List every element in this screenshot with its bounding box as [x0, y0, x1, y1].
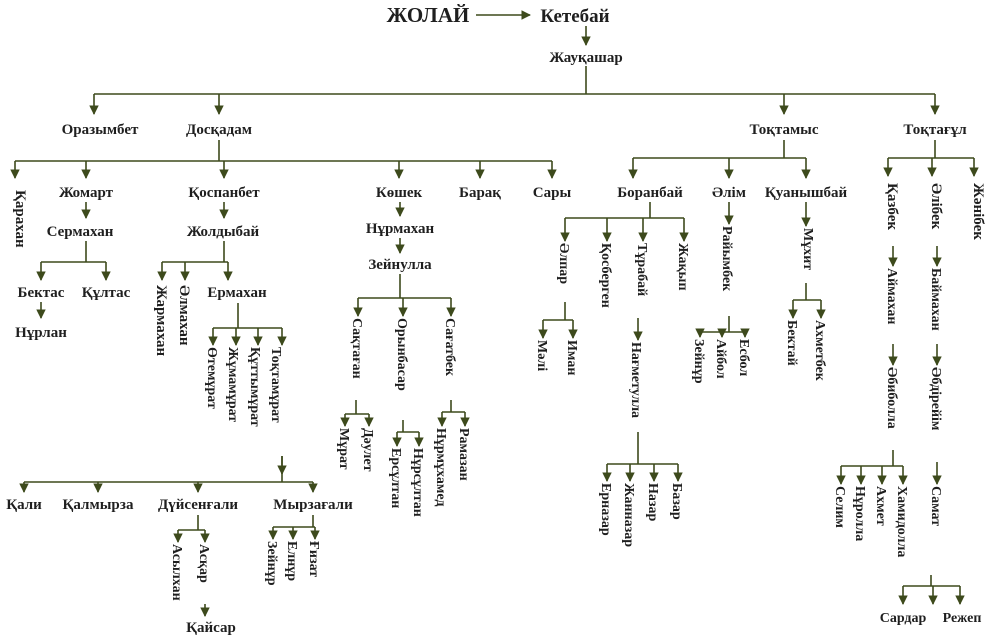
node-baimakhan: Баймахан — [928, 268, 943, 331]
node-zeinulla: Зейнулла — [368, 257, 432, 273]
node-ketebai: Кетебай — [540, 6, 609, 27]
node-aimakhan: Аймахан — [884, 268, 899, 325]
node-nazar: Назар — [645, 483, 660, 522]
node-boranbai: Боранбай — [617, 185, 683, 201]
node-saktagan: Сақтаған — [349, 318, 364, 379]
node-otemurat: Өтемұрат — [204, 347, 219, 409]
node-ramazan: Рамазан — [456, 428, 471, 481]
node-rezhep: Режеп — [943, 611, 982, 626]
node-zeinur2: Зейнұр — [691, 339, 706, 384]
node-raiymbek: Райымбек — [719, 226, 734, 292]
node-barak: Барақ — [459, 185, 501, 201]
node-khamidolla: Хамидолла — [894, 486, 909, 557]
node-zhakyp: Жақып — [675, 243, 690, 291]
node-zhumamurat: Жұмамұрат — [225, 347, 240, 422]
node-akhmet: Ахмет — [873, 486, 888, 526]
node-almakhan: Әлмахан — [176, 285, 192, 346]
node-bektas: Бектас — [18, 285, 65, 301]
node-sardar: Сардар — [880, 611, 927, 626]
node-zhaukashar: Жауқашар — [549, 50, 622, 66]
node-sermakhan: Сермахан — [47, 224, 114, 240]
node-esbol: Есбол — [736, 339, 751, 376]
node-murat: Мұрат — [336, 428, 351, 470]
node-ersultan: Ерсұлтан — [388, 448, 403, 508]
node-toktagul: Тоқтағұл — [903, 122, 967, 138]
node-orazymbet: Оразымбет — [62, 122, 139, 138]
node-mukhit: Мұхит — [800, 228, 815, 270]
node-toktamys: Тоқтамыс — [749, 122, 818, 138]
node-zhannazar: Жанназар — [621, 483, 636, 547]
node-nurlan: Нұрлан — [15, 325, 67, 341]
node-kuanyshbai: Қуанышбай — [765, 185, 848, 201]
node-zholdybai: Жолдыбай — [187, 224, 260, 240]
node-kultas: Құлтас — [82, 285, 131, 301]
node-karakhan: Қарахан — [12, 190, 28, 248]
node-gizat: Ғизат — [306, 541, 321, 577]
node-zhomart: Жомарт — [59, 185, 114, 201]
node-kaisar: Қайсар — [186, 620, 236, 636]
node-mali: Мәлі — [534, 340, 549, 371]
person-labels: ЖОЛАЙ Кетебай Жауқашар Оразымбет Досқада… — [6, 3, 986, 636]
node-bazar: Базар — [669, 483, 684, 520]
node-akhmetbek: Ахметбек — [812, 320, 827, 382]
node-nurolla: Нұролла — [852, 486, 867, 541]
node-doskadam: Досқадам — [186, 122, 252, 138]
node-duisengali: Дүйсенғали — [158, 497, 238, 513]
connector-lines — [10, 10, 979, 617]
node-asylkhan: Асылхан — [169, 544, 184, 601]
node-nursultan: Нұрсұлтан — [410, 448, 425, 517]
node-myrzagali: Мырзағали — [273, 497, 353, 513]
node-ermakhan: Ермахан — [207, 285, 267, 301]
node-abdiraim: Әбдірейім — [928, 367, 943, 431]
node-samat: Самат — [928, 486, 943, 526]
node-iman: Иман — [564, 340, 579, 375]
node-kalmyrza: Қалмырза — [63, 497, 134, 513]
node-koshek: Көшек — [376, 185, 423, 201]
node-zeinur: Зейнұр — [264, 541, 279, 586]
node-kali: Қали — [6, 497, 42, 513]
node-elnur: Елнұр — [284, 541, 299, 581]
node-turabai: Тұрабай — [634, 243, 649, 296]
node-daulet: Дәулет — [360, 428, 375, 472]
node-ernazar: Ерназар — [598, 483, 613, 536]
node-sagatbek: Сағатбек — [442, 318, 457, 377]
node-zhanibek: Жәнібек — [970, 183, 986, 240]
node-toktamurat: Тоқтамұрат — [268, 347, 283, 423]
node-nurmakhan: Нұрмахан — [366, 221, 435, 237]
node-aibol: Айбол — [713, 339, 728, 379]
node-nurmukhamed: Нұрмұхамед — [433, 428, 448, 506]
node-alpar: Әлпар — [556, 243, 571, 284]
node-kuttymurat: Құттымұрат — [247, 347, 262, 427]
node-askar: Асқар — [196, 544, 211, 583]
node-zharmakhan: Жармахан — [153, 285, 169, 356]
node-kazbek: Қазбек — [884, 183, 900, 230]
node-selim: Селим — [832, 486, 847, 528]
node-orynbasar: Орынбасар — [394, 318, 409, 391]
node-zholai: ЖОЛАЙ — [387, 3, 470, 27]
node-bektai: Бектай — [784, 320, 799, 366]
node-sary: Сары — [533, 185, 572, 201]
node-kosbergen: Қосберген — [598, 243, 613, 308]
node-kospanbet: Қоспанбет — [188, 185, 260, 201]
node-nagmetulla: Нағметулла — [628, 342, 643, 418]
node-albek: Әлібек — [928, 183, 944, 230]
node-abiboldy: Әбиболла — [884, 367, 899, 429]
node-alim: Әлім — [712, 185, 746, 201]
